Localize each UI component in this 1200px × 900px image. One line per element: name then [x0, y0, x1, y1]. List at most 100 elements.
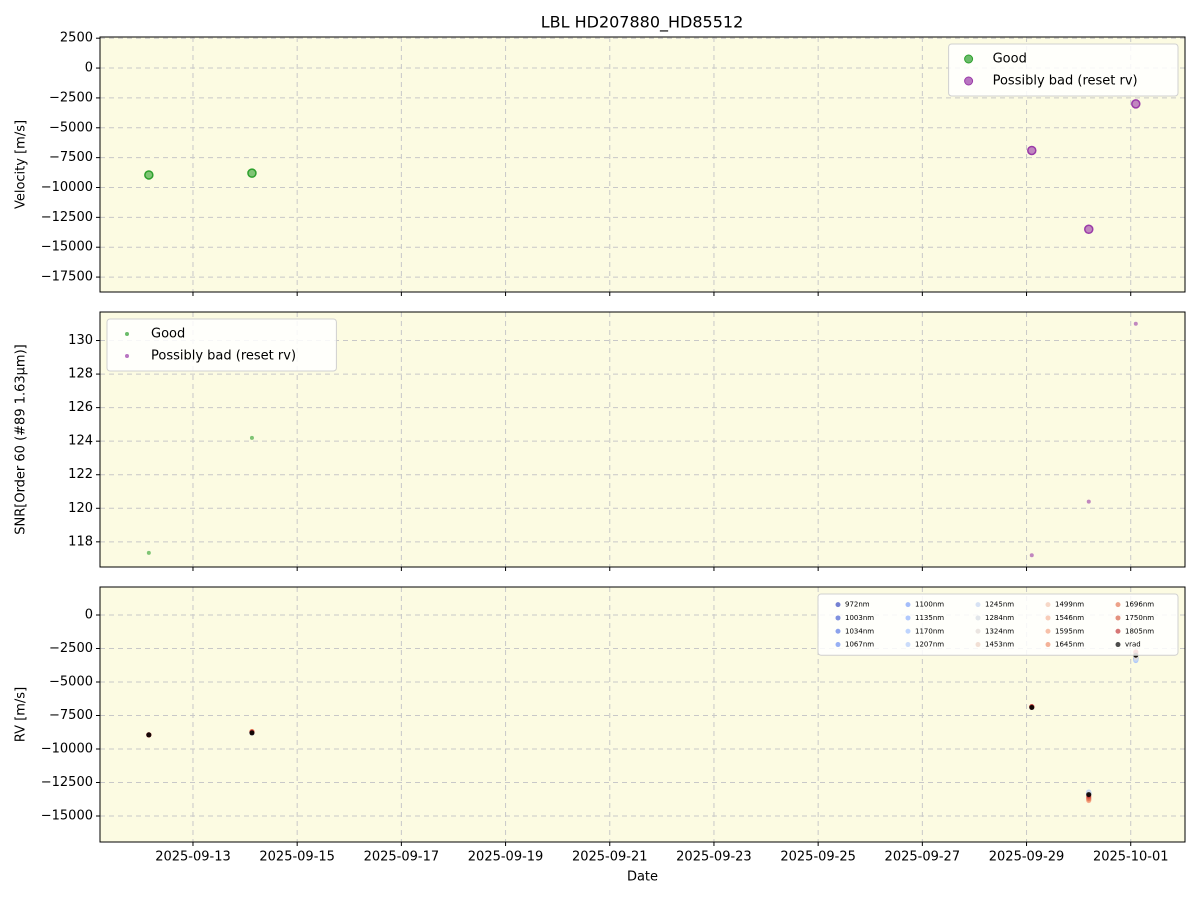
x-tick-label: 2025-09-19	[468, 850, 544, 865]
x-tick-label: 2025-09-21	[572, 850, 648, 865]
plot-frame	[99, 586, 1186, 843]
legend-marker	[835, 642, 841, 648]
legend-marker	[975, 615, 981, 621]
legend-marker	[125, 354, 129, 358]
y-tick-label: −7500	[49, 150, 93, 165]
legend-marker	[1045, 642, 1051, 648]
legend-label: 1207nm	[915, 641, 944, 649]
legend-label: 1453nm	[985, 641, 1014, 649]
x-tick-label: 2025-09-25	[780, 850, 856, 865]
legend-label: Good	[993, 52, 1027, 67]
data-point	[1133, 321, 1138, 326]
data-point	[146, 732, 152, 738]
legend-marker	[905, 602, 911, 608]
data-point	[247, 168, 257, 178]
data-point	[1027, 145, 1037, 156]
y-axis-label: Velocity [m/s]	[14, 120, 29, 209]
legend-marker	[905, 642, 911, 648]
y-tick-label: −10000	[41, 742, 93, 757]
y-tick-label: −12500	[41, 775, 93, 790]
data-point	[144, 170, 154, 180]
chart-title: LBL HD207880_HD85512	[541, 13, 744, 33]
x-tick-label: 2025-09-29	[989, 850, 1065, 865]
y-tick-label: 118	[68, 534, 93, 549]
legend-label: 1245nm	[985, 601, 1014, 609]
legend-marker	[1045, 615, 1051, 621]
legend-marker	[1115, 628, 1121, 634]
y-tick-label: 124	[68, 434, 93, 449]
legend-label: 1595nm	[1055, 627, 1084, 635]
legend-label: 1284nm	[985, 614, 1014, 622]
y-tick-label: −12500	[41, 210, 93, 225]
legend-label: 1750nm	[1125, 614, 1154, 622]
legend-label: 1067nm	[845, 641, 874, 649]
x-axis-label: Date	[627, 870, 658, 885]
y-tick-label: 120	[68, 501, 93, 516]
y-tick-label: −15000	[41, 240, 93, 255]
plot-frame	[99, 36, 1186, 293]
legend-label: 1034nm	[845, 627, 874, 635]
legend-marker	[1045, 602, 1051, 608]
legend-marker	[975, 642, 981, 648]
legend-label: 1324nm	[985, 627, 1014, 635]
legend-marker	[905, 628, 911, 634]
data-point	[1029, 704, 1035, 710]
x-tick-label: 2025-09-15	[259, 850, 335, 865]
legend-marker	[964, 54, 974, 64]
legend-marker	[125, 332, 129, 336]
legend-label: vrad	[1125, 641, 1141, 649]
legend-label: Good	[151, 327, 185, 342]
y-tick-label: −5000	[49, 675, 93, 690]
legend-label: 1135nm	[915, 614, 944, 622]
data-point	[1086, 792, 1092, 798]
y-tick-label: 130	[68, 333, 93, 348]
y-tick-label: −5000	[49, 120, 93, 135]
y-tick-label: −7500	[49, 708, 93, 723]
legend-box	[817, 593, 1179, 656]
y-tick-label: −2500	[49, 641, 93, 656]
legend-marker	[835, 628, 841, 634]
y-tick-label: 0	[85, 608, 93, 623]
data-point	[1084, 224, 1094, 235]
legend-box	[106, 318, 337, 372]
y-tick-label: −17500	[41, 270, 93, 285]
y-tick-label: −2500	[49, 90, 93, 105]
x-tick-label: 2025-09-17	[364, 850, 440, 865]
legend-label: 1170nm	[915, 627, 944, 635]
legend-marker	[1115, 615, 1121, 621]
legend-label: 1499nm	[1055, 601, 1084, 609]
y-tick-label: −15000	[41, 809, 93, 824]
legend-marker	[1045, 628, 1051, 634]
legend-box	[948, 43, 1179, 97]
data-point	[249, 435, 254, 440]
legend-marker	[905, 615, 911, 621]
legend-marker	[835, 615, 841, 621]
data-point	[249, 730, 255, 736]
legend-label: 972nm	[845, 601, 870, 609]
y-axis-label: SNR[Order 60 (#89 1.63μm)]	[14, 344, 29, 535]
data-point	[1131, 99, 1141, 109]
x-tick-label: 2025-09-27	[885, 850, 961, 865]
x-tick-label: 2025-10-01	[1093, 850, 1169, 865]
legend-marker	[975, 628, 981, 634]
y-tick-label: 2500	[60, 31, 93, 46]
legend-label: 1003nm	[845, 614, 874, 622]
x-tick-label: 2025-09-23	[676, 850, 752, 865]
legend-marker	[975, 602, 981, 608]
y-tick-label: 126	[68, 400, 93, 415]
legend-marker	[835, 602, 841, 608]
data-point	[1029, 553, 1034, 558]
legend-label: 1546nm	[1055, 614, 1084, 622]
y-tick-label: 128	[68, 367, 93, 382]
plot-frame	[99, 311, 1186, 568]
legend-label: 1805nm	[1125, 627, 1154, 635]
x-tick-label: 2025-09-13	[155, 850, 231, 865]
y-tick-label: 0	[85, 61, 93, 76]
legend-label: Possibly bad (reset rv)	[151, 349, 296, 364]
y-tick-label: 122	[68, 467, 93, 482]
legend-label: 1645nm	[1055, 641, 1084, 649]
legend-marker	[1115, 642, 1121, 648]
legend-label: Possibly bad (reset rv)	[993, 74, 1138, 89]
